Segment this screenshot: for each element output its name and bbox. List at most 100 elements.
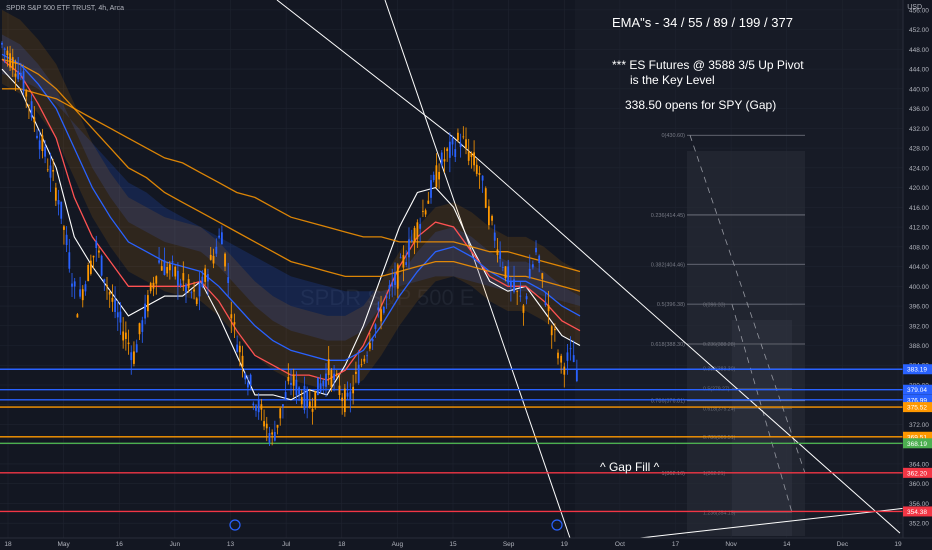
candle-body [322, 380, 325, 387]
candle-body [380, 309, 382, 322]
fib-label: 0.618(388.30) [651, 342, 685, 348]
candle-body [528, 268, 531, 279]
x-tick-label: Nov [725, 541, 737, 548]
ema-line-2 [1, 53, 581, 361]
candle-body [408, 239, 410, 258]
fib-label: 0.382(404.46) [651, 262, 685, 268]
candle-body [410, 239, 413, 242]
candle-body [496, 249, 499, 256]
y-tick-label: 352.00 [909, 521, 929, 528]
candle-body [314, 391, 317, 408]
x-tick-label: 14 [783, 541, 791, 548]
candle-body [6, 50, 9, 56]
candle-body [255, 405, 257, 411]
candle-body [177, 270, 179, 286]
ema-line-4 [2, 88, 581, 273]
trendline [639, 507, 904, 539]
fib-label: 0.236(414.45) [651, 213, 685, 219]
candle-body [569, 348, 572, 350]
candle-body [144, 303, 147, 319]
candle-body [430, 180, 432, 198]
candle-body [158, 260, 160, 263]
candle-body [416, 222, 419, 239]
candle-body [198, 282, 201, 297]
candle-body [30, 101, 33, 118]
candle-body [394, 273, 396, 285]
candle-body [279, 408, 282, 419]
candle-body [252, 403, 255, 406]
fib-label: 1(362.16) [661, 471, 685, 477]
candle-body [385, 296, 388, 298]
y-tick-label: 400.00 [909, 284, 929, 291]
x-tick-label: 19 [561, 541, 569, 548]
x-tick-label: May [57, 541, 70, 548]
candle-body [233, 322, 236, 325]
candle-body [100, 255, 103, 276]
x-tick-label: Oct [615, 541, 625, 548]
candle-body [103, 279, 106, 283]
candle-body [209, 254, 212, 260]
candle-body [14, 73, 17, 77]
candle-body [174, 266, 177, 277]
candle-body [17, 71, 20, 80]
candle-body [149, 283, 152, 292]
price-candles [1, 41, 578, 446]
candle-body [187, 279, 190, 288]
candle-body [138, 323, 141, 335]
trendline [454, 137, 901, 534]
candle-body [290, 382, 292, 385]
event-marker-icon[interactable] [551, 519, 563, 531]
x-tick-label: Dec [837, 541, 849, 548]
candle-body [363, 358, 366, 362]
candle-body [284, 392, 287, 399]
candle-body [179, 283, 182, 286]
candle-body [63, 226, 65, 230]
candle-body [263, 421, 265, 427]
currency-label: USD [907, 4, 922, 11]
candle-body [371, 339, 374, 342]
y-tick-label: 440.00 [909, 86, 929, 93]
candle-body [11, 57, 14, 70]
candle-body [488, 206, 490, 226]
level-price-tag-text: 354.38 [907, 509, 927, 516]
candle-body [160, 266, 163, 271]
candle-body [563, 366, 566, 375]
candle-body [87, 265, 90, 282]
candle-body [382, 306, 385, 313]
x-tick-label: Sep [503, 541, 515, 548]
candle-body [459, 143, 462, 148]
horizontal-levels [0, 368, 903, 513]
candle-body [493, 232, 496, 241]
level-price-tag-text: 375.52 [907, 405, 927, 412]
y-tick-label: 444.00 [909, 67, 929, 74]
candle-body [300, 397, 303, 405]
level-price-tag-text: 379.04 [907, 387, 927, 394]
level-price-tag-text: 362.20 [907, 470, 927, 477]
candle-body [427, 200, 430, 204]
candle-body [224, 253, 226, 267]
candle-body [504, 266, 507, 279]
candle-body [25, 91, 28, 97]
y-tick-label: 364.00 [909, 461, 929, 468]
y-tick-label: 392.00 [909, 323, 929, 330]
candle-body [227, 277, 230, 284]
event-marker-icon[interactable] [229, 519, 241, 531]
candle-body [484, 188, 487, 208]
candle-body [193, 289, 195, 292]
candle-body [355, 371, 357, 374]
y-tick-label: 412.00 [909, 225, 929, 232]
candle-body [413, 227, 416, 243]
y-tick-label: 448.00 [909, 47, 929, 54]
x-tick-label: Jun [170, 541, 181, 548]
y-tick-label: 396.00 [909, 304, 929, 311]
candle-body [271, 432, 274, 435]
candle-body [327, 359, 330, 376]
x-tick-label: 18 [338, 541, 346, 548]
candle-body [54, 187, 57, 201]
candle-body [19, 72, 22, 77]
candle-body [446, 148, 449, 152]
candle-body [124, 332, 127, 340]
candle-body [531, 264, 534, 268]
candle-body [38, 140, 41, 150]
